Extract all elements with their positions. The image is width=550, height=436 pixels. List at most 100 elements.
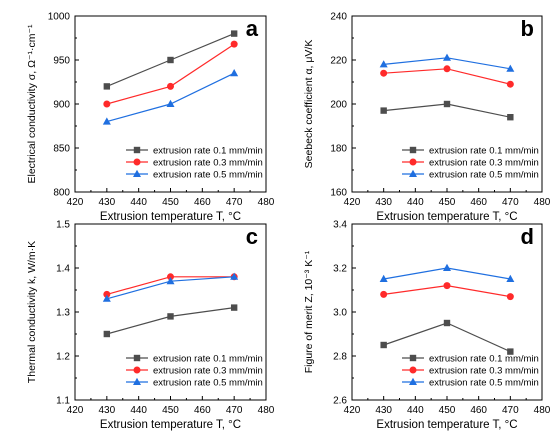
y-tick-label: 2.6 (333, 396, 347, 407)
legend-label: extrusion rate 0.3 mm/min (429, 158, 539, 169)
x-tick-label: 450 (162, 405, 179, 416)
x-tick-label: 480 (258, 197, 275, 208)
x-tick-label: 460 (470, 197, 487, 208)
data-point (230, 272, 239, 280)
x-tick-label: 430 (375, 197, 392, 208)
x-tick-label: 430 (98, 197, 115, 208)
y-tick-label: 3.0 (333, 308, 347, 319)
y-tick-label: 1.1 (56, 396, 70, 407)
x-tick-label: 440 (407, 405, 424, 416)
data-point (506, 293, 514, 301)
legend-marker (133, 158, 141, 166)
data-point (506, 80, 514, 88)
legend-label: extrusion rate 0.1 mm/min (153, 146, 263, 157)
data-point (103, 290, 111, 298)
chart-panel-d: 420 430 440 450 460 470 480 2.6 2.8 3.0 3.2 3.4 Extr… (303, 220, 550, 432)
legend-marker (409, 354, 417, 362)
data-point (443, 100, 451, 108)
x-tick-label: 460 (194, 405, 211, 416)
data-point (443, 263, 451, 271)
data-point (380, 107, 387, 114)
panel-label: b (521, 16, 534, 41)
data-point (166, 99, 175, 107)
legend-marker (409, 377, 417, 385)
legend-label: extrusion rate 0.5 mm/min (429, 378, 539, 389)
y-axis-title: Thermal conductivity k, W/m·K (26, 241, 38, 383)
y-tick-label: 240 (330, 12, 347, 23)
y-tick-label: 1000 (48, 12, 71, 23)
data-point (379, 274, 388, 282)
data-point (506, 274, 515, 282)
y-tick-label: 2.8 (333, 352, 347, 363)
data-point (230, 30, 238, 37)
data-point (380, 290, 388, 298)
y-tick-label: 3.2 (333, 264, 347, 275)
legend-marker (409, 366, 417, 374)
legend-label: extrusion rate 0.1 mm/min (429, 354, 539, 365)
legend-marker (133, 366, 141, 374)
data-point (443, 282, 451, 290)
series-line (106, 43, 235, 105)
y-axis-title: Seebeck coefficient α, μV/K (303, 40, 315, 169)
chart-panel-b: 420 430 440 450 460 470 480 160 180 200 220 240 Extr… (303, 12, 550, 224)
y-axis-title: Electrical conductivity σ, Ω⁻¹·cm⁻¹ (26, 24, 38, 184)
y-tick-label: 200 (330, 100, 347, 111)
y-tick-label: 3.4 (333, 220, 347, 231)
x-axis-title: Extrusion temperature T, °C (100, 419, 241, 431)
legend-label: extrusion rate 0.5 mm/min (153, 170, 263, 181)
y-tick-label: 1.5 (56, 220, 70, 231)
data-point (443, 319, 451, 327)
legend-marker (409, 169, 417, 177)
data-point (167, 313, 174, 320)
legend-marker (133, 146, 141, 154)
x-tick-label: 440 (130, 405, 147, 416)
data-point (379, 60, 388, 68)
x-tick-label: 430 (98, 405, 115, 416)
data-point (506, 64, 515, 72)
legend-label: extrusion rate 0.3 mm/min (153, 366, 263, 377)
data-point (167, 56, 174, 64)
x-tick-label: 440 (407, 197, 424, 208)
legend-marker (133, 354, 141, 362)
legend-label: extrusion rate 0.1 mm/min (429, 146, 539, 157)
data-point (230, 69, 239, 77)
x-tick-label: 460 (194, 197, 211, 208)
data-point (166, 277, 175, 285)
y-tick-label: 1.3 (56, 308, 70, 319)
legend-marker (133, 377, 141, 385)
legend-marker (409, 158, 417, 166)
x-tick-label: 420 (67, 197, 84, 208)
x-tick-label: 420 (344, 405, 361, 416)
x-tick-label: 480 (534, 405, 550, 416)
series-line (383, 322, 511, 353)
x-tick-label: 480 (258, 405, 275, 416)
x-tick-label: 470 (502, 405, 519, 416)
x-tick-label: 420 (344, 197, 361, 208)
chart-panel-a: 420 430 440 450 460 470 480 800 850 900 950 1000 Ext… (26, 12, 275, 224)
legend-marker (409, 146, 417, 154)
x-axis-title: Extrusion temperature T, °C (100, 211, 241, 223)
y-axis-title: Figure of merit Z, 10⁻³ K⁻¹ (303, 250, 315, 373)
data-point (507, 114, 514, 121)
data-point (103, 100, 111, 108)
x-tick-label: 440 (130, 197, 147, 208)
panel-label: d (521, 224, 534, 249)
x-tick-label: 450 (439, 197, 456, 208)
chart-panel-c: 420 430 440 450 460 470 480 1.1 1.2 1.3 1.4 1.5 Extr… (26, 220, 275, 432)
y-tick-label: 220 (330, 56, 347, 67)
legend-label: extrusion rate 0.5 mm/min (153, 378, 263, 389)
data-point (103, 83, 111, 90)
x-axis-title: Extrusion temperature T, °C (376, 211, 517, 223)
data-point (167, 273, 174, 281)
data-point (380, 341, 387, 349)
x-tick-label: 450 (162, 197, 179, 208)
x-tick-label: 430 (375, 405, 392, 416)
panel-label: a (246, 16, 259, 41)
x-tick-label: 480 (534, 197, 550, 208)
y-tick-label: 160 (330, 188, 347, 199)
y-tick-label: 900 (53, 100, 70, 111)
series-line (106, 72, 235, 123)
panel-label: c (246, 224, 258, 249)
data-point (167, 82, 174, 90)
